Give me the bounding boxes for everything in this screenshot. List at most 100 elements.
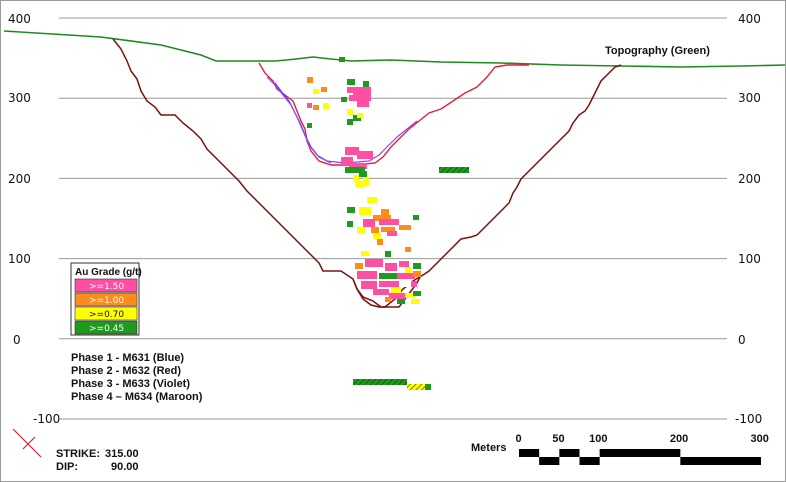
- y-tick-left-300: 300: [8, 91, 31, 105]
- y-axis-right: 400 300 200 100 0 -100: [735, 12, 762, 426]
- drillhole-intercept-lower-yellow: [407, 384, 425, 390]
- scale-blocks: [519, 449, 761, 465]
- topography-label: Topography (Green): [605, 45, 710, 57]
- grade-block: [307, 77, 313, 83]
- y-tick-left-100: 100: [8, 252, 31, 266]
- scale-tick-label: 200: [670, 433, 688, 445]
- grade-block: [363, 219, 375, 227]
- grade-block: [355, 181, 365, 187]
- y-tick-right-400: 400: [738, 12, 761, 26]
- grade-block: [387, 231, 397, 236]
- scale-tick-label: 100: [589, 433, 607, 445]
- grade-block: [411, 299, 419, 304]
- grade-block: [413, 263, 421, 269]
- grade-block: [341, 157, 353, 165]
- phase-list: Phase 1 - M631 (Blue) Phase 2 - M632 (Re…: [71, 352, 203, 403]
- grade-block: [341, 97, 347, 102]
- legend-swatch: [74, 320, 138, 335]
- grade-block: [353, 175, 359, 181]
- scale-segment: [599, 449, 681, 457]
- grade-block: [347, 87, 353, 93]
- grade-block: [359, 207, 371, 215]
- grade-block: [379, 273, 397, 279]
- y-tick-left-neg100: -100: [33, 412, 60, 426]
- grade-block: [399, 261, 409, 267]
- grade-block: [413, 271, 421, 277]
- scale-segment: [680, 457, 761, 465]
- legend-swatch: [74, 292, 138, 307]
- scale-segment: [519, 449, 540, 457]
- scale-tick-label: 50: [552, 433, 564, 445]
- drillhole-intercept-lower-green: [353, 379, 407, 385]
- grade-block: [379, 219, 399, 225]
- strike-line-icon: [12, 428, 42, 458]
- grade-block: [397, 273, 415, 279]
- grade-blocks: [307, 57, 421, 304]
- grade-legend: Au Grade (g/t) >=1.50 >=1.00 >=0.70 >=0.45: [70, 262, 142, 336]
- grade-block: [321, 87, 327, 92]
- strike-label: STRIKE:: [56, 448, 100, 460]
- y-tick-right-100: 100: [738, 252, 761, 266]
- phase-2-label: Phase 2 - M632 (Red): [71, 365, 181, 377]
- grade-block: [413, 291, 421, 296]
- scale-segment: [539, 457, 560, 465]
- grade-block: [363, 177, 369, 185]
- scale-tick-label: 300: [751, 433, 769, 445]
- legend-item-label: >=0.45: [89, 324, 124, 334]
- grade-block: [361, 281, 377, 289]
- grade-block: [347, 207, 355, 213]
- grade-block: [385, 251, 391, 257]
- scale-bar: Meters 0 50 100 200 300: [471, 433, 769, 465]
- grade-block: [381, 209, 389, 215]
- grade-block: [349, 163, 367, 169]
- y-tick-right-0: 0: [738, 333, 746, 347]
- grade-block: [381, 227, 395, 232]
- grid-lines: [59, 17, 727, 420]
- grade-block: [353, 87, 371, 95]
- y-tick-left-400: 400: [8, 12, 31, 26]
- grade-block: [323, 103, 329, 109]
- scale-title: Meters: [471, 442, 506, 454]
- grade-block: [313, 89, 319, 94]
- dip-label: DIP:: [56, 461, 78, 473]
- grade-block: [405, 293, 415, 298]
- grade-block: [397, 299, 405, 304]
- grade-block: [365, 259, 383, 267]
- phase2-pit-outline: [258, 62, 529, 166]
- drillhole-intercept-lower-end: [425, 384, 431, 390]
- grade-block: [389, 293, 405, 299]
- grade-block: [363, 81, 369, 87]
- legend-item-label: >=1.00: [89, 296, 124, 306]
- grade-block: [307, 123, 312, 128]
- dip-tick-icon: [22, 436, 36, 450]
- legend-item-label: >=1.50: [89, 282, 124, 292]
- y-axis-left: 400 300 200 100 0 -100: [8, 12, 60, 426]
- grade-block: [385, 297, 391, 302]
- grade-block: [339, 57, 345, 62]
- grade-block: [355, 263, 363, 269]
- grade-block: [373, 289, 389, 295]
- scale-tick-labels: 0 50 100 200 300: [516, 433, 769, 445]
- grade-block: [357, 151, 373, 159]
- grade-block: [347, 109, 353, 115]
- grade-block: [413, 215, 419, 220]
- grade-block: [377, 239, 383, 245]
- legend-items: >=1.50 >=1.00 >=0.70 >=0.45: [74, 278, 138, 335]
- grade-block: [345, 167, 365, 173]
- scale-segment: [579, 457, 600, 465]
- grade-block: [373, 233, 381, 239]
- y-tick-right-300: 300: [738, 91, 761, 105]
- grade-block: [357, 227, 365, 233]
- grade-block: [347, 79, 355, 85]
- strike-value: 315.00: [105, 448, 139, 460]
- grade-block: [345, 147, 359, 155]
- y-tick-right-200: 200: [738, 172, 761, 186]
- topography-line: [3, 30, 785, 68]
- grade-block: [347, 221, 353, 227]
- legend-title: Au Grade (g/t): [75, 267, 142, 278]
- grade-block: [391, 287, 401, 293]
- legend-item-label: >=0.70: [89, 310, 124, 320]
- grade-block: [385, 263, 397, 271]
- legend-swatch: [74, 306, 138, 321]
